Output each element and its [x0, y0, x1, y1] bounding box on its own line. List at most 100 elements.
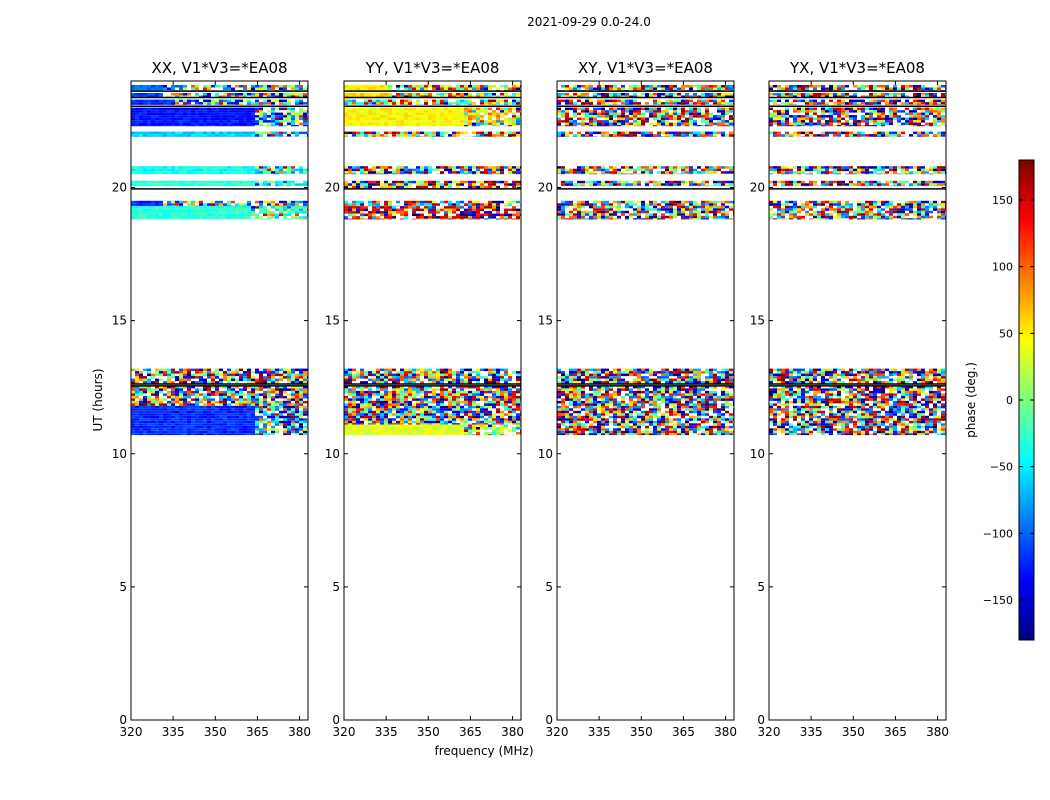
phase-cell — [348, 420, 352, 424]
phase-cell — [195, 200, 199, 204]
phase-cell — [516, 408, 520, 411]
phase-cell — [131, 122, 135, 126]
phase-cell — [400, 213, 404, 217]
phase-cell — [384, 418, 388, 421]
phase-cell — [155, 134, 159, 137]
phase-cell — [472, 206, 476, 209]
phase-cell — [151, 430, 155, 434]
phase-cell — [243, 408, 247, 411]
phase-cell — [384, 122, 388, 126]
phase-cell — [352, 125, 356, 127]
phase-cell — [512, 395, 516, 399]
phase-cell — [143, 405, 147, 409]
phase-cell — [243, 211, 247, 214]
phase-cell — [420, 398, 424, 401]
phase-cell — [259, 102, 263, 105]
phase-cell — [416, 393, 420, 396]
phase-cell — [348, 418, 352, 421]
phase-cell — [139, 400, 143, 404]
phase-cell — [412, 110, 416, 113]
phase-cell — [227, 405, 231, 409]
phase-cell — [432, 432, 436, 435]
phase-cell — [464, 99, 468, 103]
phase-cell — [476, 168, 480, 172]
phase-cell — [448, 180, 452, 184]
phase-cell — [147, 131, 151, 135]
phase-cell — [279, 200, 283, 204]
phase-cell — [231, 211, 235, 214]
phase-cell — [223, 211, 227, 214]
phase-cell — [492, 423, 496, 425]
phase-cell — [424, 95, 428, 97]
phase-cell — [432, 95, 436, 97]
phase-cell — [384, 378, 388, 382]
phase-cell — [287, 168, 291, 172]
phase-cell — [163, 102, 167, 105]
phase-cell — [187, 403, 191, 406]
phase-cell — [400, 378, 404, 382]
phase-cell — [420, 117, 424, 121]
phase-cell — [219, 410, 223, 414]
phase-cell — [275, 403, 279, 406]
phase-cell — [151, 398, 155, 401]
phase-cell — [199, 171, 203, 174]
phase-cell — [295, 85, 299, 88]
phase-cell — [203, 120, 207, 123]
phase-cell — [155, 95, 159, 97]
phase-cell — [207, 87, 211, 90]
phase-cell — [227, 99, 231, 103]
phase-cell — [203, 433, 207, 436]
phase-cell — [195, 122, 199, 126]
phase-cell — [299, 428, 303, 431]
phase-cell — [480, 125, 484, 127]
phase-cell — [139, 378, 143, 382]
phase-cell — [243, 433, 247, 436]
phase-cell — [139, 405, 143, 409]
phase-cell — [191, 405, 195, 409]
phase-cell — [303, 400, 307, 404]
phase-cell — [151, 102, 155, 105]
phase-cell — [227, 117, 231, 121]
phase-cell — [215, 408, 219, 411]
phase-cell — [436, 115, 440, 118]
time-segment — [344, 206, 521, 220]
phase-cell — [131, 99, 135, 103]
phase-cell — [352, 418, 356, 421]
phase-cell — [279, 385, 283, 389]
phase-cell — [187, 388, 191, 391]
phase-cell — [508, 203, 512, 206]
phase-cell — [215, 180, 219, 184]
phase-cell — [440, 395, 444, 399]
phase-cell — [436, 393, 440, 396]
phase-cell — [287, 206, 291, 209]
phase-cell — [476, 429, 480, 432]
phase-cell — [259, 134, 263, 137]
phase-cell — [275, 368, 279, 372]
phase-cell — [139, 168, 143, 172]
phase-cell — [247, 211, 251, 214]
phase-cell — [356, 115, 360, 118]
phase-cell — [492, 102, 496, 105]
phase-cell — [416, 93, 420, 96]
phase-cell — [251, 85, 255, 88]
phase-cell — [360, 395, 364, 399]
phase-cell — [388, 390, 392, 394]
phase-cell — [243, 425, 247, 429]
phase-cell — [428, 171, 432, 174]
phase-cell — [356, 168, 360, 172]
phase-cell — [279, 183, 283, 186]
phase-cell — [436, 134, 440, 137]
phase-cell — [500, 110, 504, 113]
phase-cell — [456, 418, 460, 421]
phase-cell — [139, 211, 143, 214]
phase-cell — [348, 115, 352, 118]
phase-cell — [488, 107, 492, 111]
phase-cell — [460, 378, 464, 382]
phase-cell — [464, 429, 468, 432]
phase-cell — [408, 393, 412, 396]
phase-cell — [183, 218, 187, 220]
phase-cell — [476, 203, 480, 206]
phase-cell — [139, 87, 143, 90]
phase-cell — [492, 432, 496, 435]
phase-cell — [516, 218, 520, 220]
